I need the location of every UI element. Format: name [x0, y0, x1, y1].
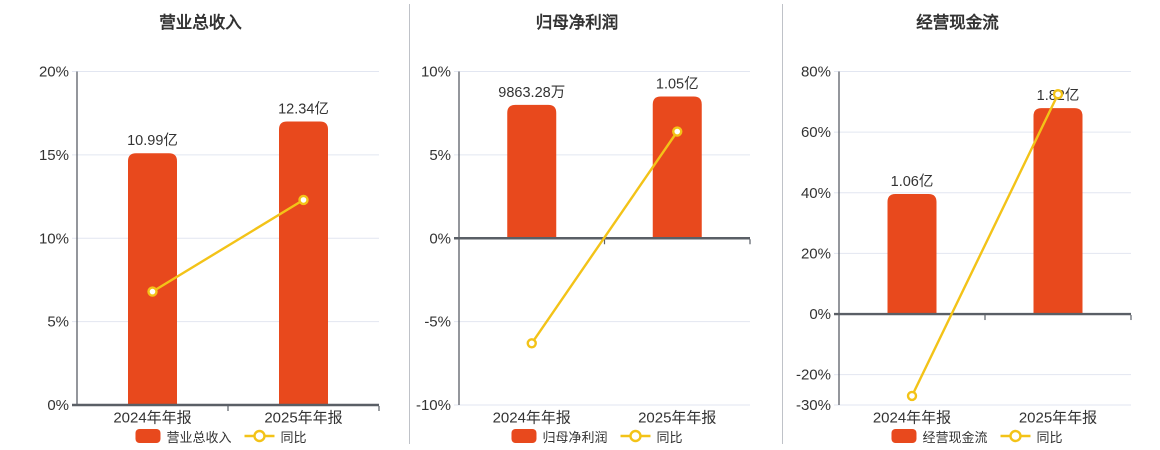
y-tick-label: 0% [429, 230, 451, 247]
yoy-line [151, 198, 305, 293]
chart-legend: 营业总收入 同比 [135, 427, 307, 446]
chart-title-net-profit: 归母净利润 [535, 14, 619, 32]
bar-value-label: 1.05亿 [656, 76, 699, 93]
yoy-line-marker[interactable] [672, 126, 683, 137]
y-tick-label: 10% [39, 230, 69, 247]
y-tick-label: 80% [801, 64, 831, 81]
bar-2025年年报[interactable] [652, 96, 702, 239]
y-tick-label: 20% [801, 245, 831, 262]
line-series-label: 同比 [656, 429, 683, 445]
x-category-label: 2024年年报 [113, 410, 191, 427]
legend-item-bar-series[interactable]: 营业总收入 [135, 427, 232, 446]
bar-2024年年报[interactable] [887, 193, 937, 315]
yoy-line-marker[interactable] [1052, 89, 1064, 100]
line-series-label: 同比 [1036, 429, 1063, 445]
bar-series-label: 归母净利润 [542, 429, 608, 445]
yoy-line [530, 130, 679, 345]
bar-2024年年报[interactable] [128, 153, 177, 405]
yoy-line-marker[interactable] [298, 194, 309, 206]
yoy-line [910, 93, 1060, 398]
legend-item-line-series[interactable]: 同比 [244, 427, 307, 446]
y-tick-label: -30% [796, 397, 831, 414]
x-category-label: 2024年年报 [493, 410, 571, 427]
bar-value-label: 9863.28万 [498, 85, 565, 101]
chart-legend: 归母净利润 同比 [511, 427, 683, 446]
x-category-label: 2024年年报 [873, 410, 951, 427]
bar-series-swatch [135, 429, 161, 443]
bar-2024年年报[interactable] [507, 104, 557, 239]
y-tick-label: 15% [39, 147, 69, 164]
yoy-line-icon [620, 429, 651, 443]
y-tick-label: 0% [47, 397, 69, 414]
yoy-line-marker[interactable] [906, 390, 918, 402]
y-tick-label: -5% [424, 314, 451, 331]
y-tick-label: 5% [47, 314, 69, 331]
bar-value-label: 12.34亿 [278, 101, 329, 118]
yoy-line-icon [244, 429, 275, 443]
yoy-line-icon [1000, 429, 1031, 443]
y-tick-label: 10% [421, 64, 451, 81]
panel-divider [782, 4, 783, 444]
yoy-line-marker[interactable] [147, 286, 158, 297]
panel-divider [409, 4, 410, 444]
y-tick-label: 5% [429, 147, 451, 164]
bar-2025年年报[interactable] [1033, 108, 1083, 315]
y-tick-label: -20% [796, 367, 831, 384]
legend-item-line-series[interactable]: 同比 [1000, 427, 1063, 446]
bar-series-swatch [511, 429, 537, 443]
x-category-label: 2025年年报 [638, 410, 716, 427]
y-tick-label: 60% [801, 124, 831, 141]
bar-series-swatch [891, 429, 917, 443]
y-tick-label: 0% [809, 306, 831, 323]
y-tick-label: 20% [39, 64, 69, 81]
bar-value-label: 1.06亿 [891, 173, 934, 190]
bar-value-label: 10.99亿 [127, 132, 178, 149]
legend-item-line-series[interactable]: 同比 [620, 427, 683, 446]
bar-series-label: 经营现金流 [922, 429, 988, 445]
chart-title-cash-flow: 经营现金流 [916, 14, 999, 32]
bar-series-label: 营业总收入 [166, 429, 232, 445]
x-category-label: 2025年年报 [1019, 410, 1097, 427]
y-tick-label: -10% [416, 397, 451, 414]
legend-item-bar-series[interactable]: 归母净利润 [511, 427, 608, 446]
x-category-label: 2025年年报 [264, 410, 342, 427]
line-series-label: 同比 [280, 429, 307, 445]
chart-title-revenue: 营业总收入 [159, 14, 242, 32]
yoy-line-marker[interactable] [526, 338, 537, 349]
legend-item-bar-series[interactable]: 经营现金流 [891, 427, 988, 446]
chart-legend: 经营现金流 同比 [891, 427, 1063, 446]
y-tick-label: 40% [801, 185, 831, 202]
bar-2025年年报[interactable] [279, 121, 328, 406]
